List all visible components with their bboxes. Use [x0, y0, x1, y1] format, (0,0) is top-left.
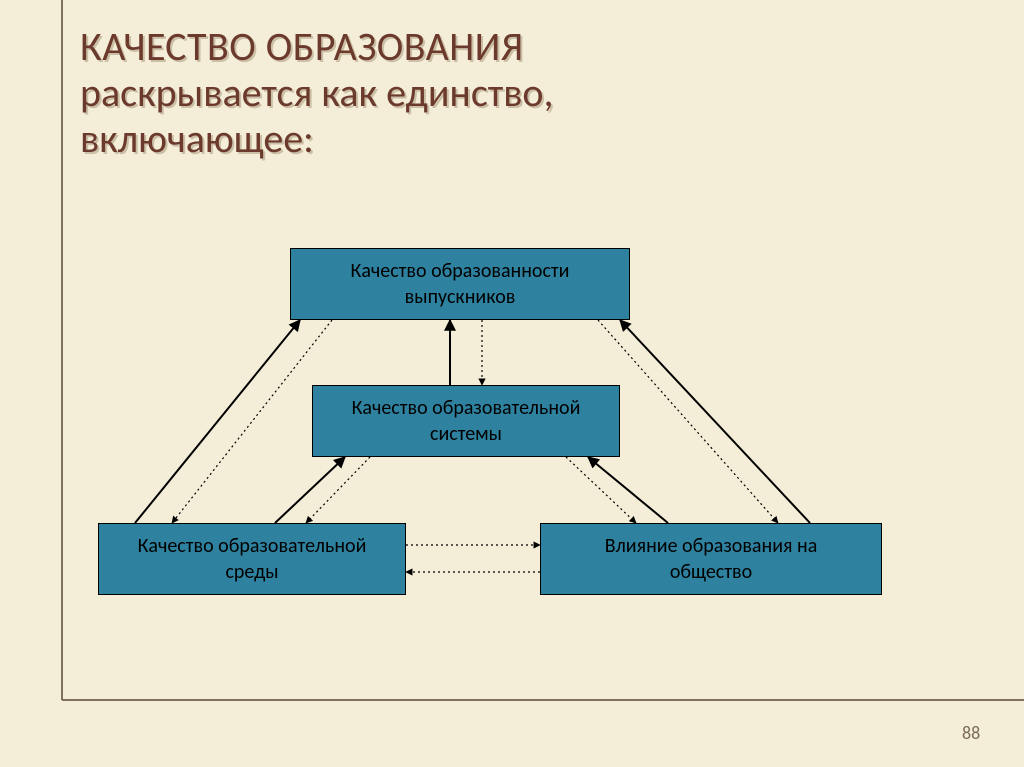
- page-number: 88: [962, 722, 980, 744]
- slide: КАЧЕСТВО ОБРАЗОВАНИЯ раскрывается как ед…: [0, 0, 1024, 767]
- box-top-line2: выпускников: [351, 284, 570, 310]
- box-mid-line2: системы: [352, 421, 581, 447]
- box-left: Качество образовательной среды: [98, 523, 406, 595]
- box-right: Влияние образования на общество: [540, 523, 882, 595]
- box-right-line1: Влияние образования на: [605, 533, 818, 559]
- title-line-3: включающее:: [80, 116, 553, 162]
- title-line-1: КАЧЕСТВО ОБРАЗОВАНИЯ: [80, 24, 553, 70]
- box-top: Качество образованности выпускников: [290, 248, 630, 320]
- box-right-line2: общество: [605, 559, 818, 585]
- box-left-line1: Качество образовательной: [138, 533, 367, 559]
- box-mid-line1: Качество образовательной: [352, 395, 581, 421]
- box-mid: Качество образовательной системы: [312, 385, 620, 457]
- box-left-line2: среды: [138, 559, 367, 585]
- title-line-2: раскрывается как единство,: [80, 70, 553, 116]
- slide-title: КАЧЕСТВО ОБРАЗОВАНИЯ раскрывается как ед…: [80, 24, 553, 162]
- box-top-line1: Качество образованности: [351, 258, 570, 284]
